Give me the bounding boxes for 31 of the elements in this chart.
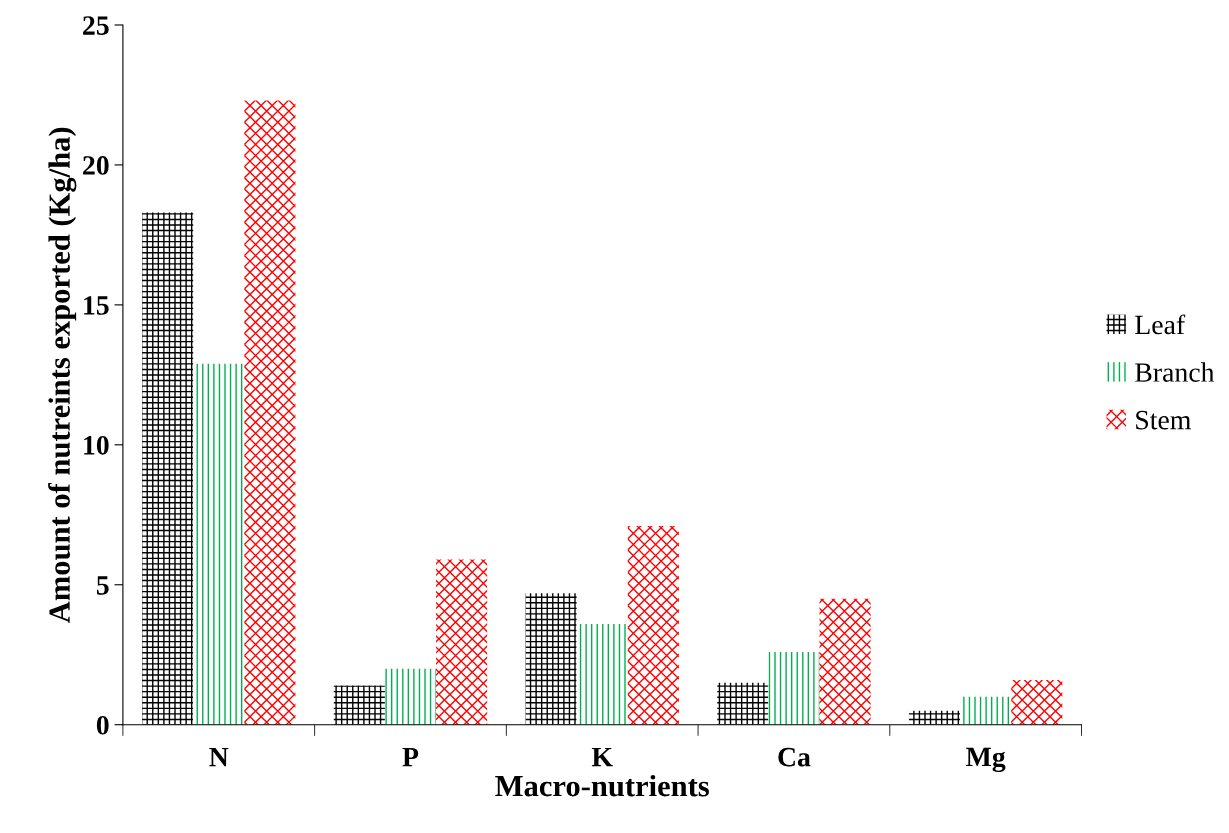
bar (819, 598, 871, 725)
bar (193, 363, 245, 725)
bar (244, 100, 296, 725)
bar (908, 710, 961, 725)
y-axis-title: Amount of nutreints exported (Kg/ha) (48, 127, 77, 623)
y-tick-label: 15 (84, 296, 109, 315)
bar (768, 651, 820, 725)
x-axis-title: Macro-nutrients (495, 774, 709, 797)
bar (717, 682, 769, 725)
x-tick-label: N (209, 748, 229, 767)
bar (436, 559, 488, 725)
x-tick-label: K (591, 748, 613, 767)
y-tick-label: 0 (96, 715, 109, 735)
x-tick-label: Mg (966, 747, 1006, 773)
x-tick-label: Ca (778, 747, 811, 767)
y-tick-label: 25 (83, 16, 109, 35)
y-tick-label: 10 (84, 435, 109, 455)
bar (627, 525, 679, 725)
y-tick-label: 20 (83, 156, 109, 175)
bar (142, 212, 194, 725)
bar (1011, 679, 1063, 725)
y-tick-label: 5 (96, 576, 109, 595)
bar (960, 696, 1012, 725)
bar (525, 593, 577, 725)
legend-label: Leaf (1135, 314, 1186, 335)
bar (333, 685, 385, 725)
bar (576, 623, 628, 725)
bar (384, 668, 437, 725)
x-tick-label: P (402, 748, 419, 767)
legend-label: Stem (1136, 410, 1191, 430)
legend-label: Branch (1135, 362, 1215, 382)
